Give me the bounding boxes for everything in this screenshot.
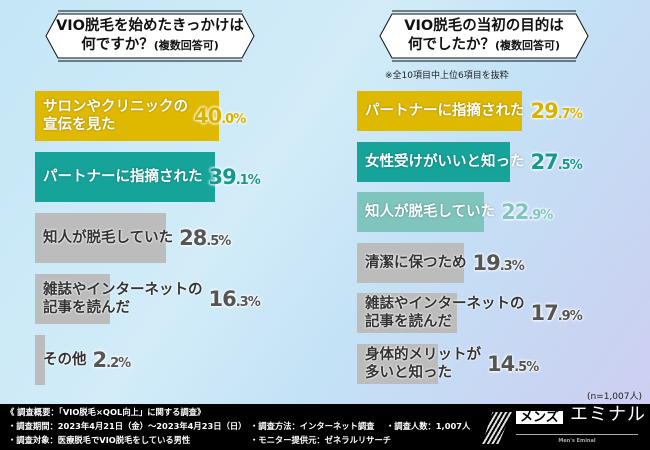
bar	[357, 192, 485, 233]
bar	[357, 91, 523, 131]
bar	[35, 213, 167, 263]
bar	[357, 344, 438, 384]
bar-row: 雑誌やインターネットの 記事を読んだ 17.9%	[357, 293, 647, 334]
value-label: 22.9%	[501, 200, 553, 225]
bar-label: 知人が脱毛していた	[43, 230, 174, 246]
bar	[35, 91, 219, 141]
bar	[35, 335, 46, 385]
bar-row: 女性受けがいいと知った 27.5%	[357, 141, 647, 182]
survey-provider: ・モニター提供元：ゼネラルリサーチ	[250, 435, 392, 445]
value-label: 27.5%	[530, 149, 583, 174]
left-title-line1: VIO脱毛を始めたきっかけは	[56, 18, 244, 34]
survey-heading: 《 調査概要：「VIO脱毛×QOL向上」に関する調査》	[6, 407, 206, 417]
value-label: 14.5%	[487, 352, 539, 376]
survey-target: ・調査対象：医療脱毛でVIO脱毛をしている男性	[8, 435, 191, 445]
right-title-line2: 何でしたか？	[407, 37, 495, 53]
survey-method: ・調査方法：インターネット調査	[250, 421, 375, 431]
bar-label: 清潔に保つため	[365, 254, 467, 271]
bar	[35, 152, 215, 202]
right-title-banner: VIO脱毛の当初の目的は 何でしたか？(複数回答可)	[368, 10, 600, 62]
bar	[357, 141, 510, 182]
value-label: 28.5%	[179, 226, 231, 250]
bar-row: サロンやクリニックの 宣伝を見た 40.0%	[35, 91, 325, 141]
value-label: 17.9%	[530, 301, 583, 326]
bar-label: 雑誌やインターネットの 記事を読んだ	[43, 282, 203, 316]
logo-box-text: メンズ	[516, 411, 563, 424]
mens-eminal-logo: メンズ エミナル Men's Eminal	[482, 406, 645, 446]
right-chart-note: ※全10項目中上位6項目を抜粋	[385, 71, 509, 81]
banner-frame	[379, 10, 589, 62]
right-bar-chart: パートナーに指摘された 29.7% 女性受けがいいと知った 27.5% 知人が脱毛してい…	[357, 91, 647, 385]
value-label: 39.1%	[208, 165, 261, 189]
bar-row: 身体的メリットが 多いと知った 14.5%	[357, 344, 647, 384]
bar-row: その他 2.2%	[35, 335, 325, 385]
sample-size: (n=1,007人)	[586, 392, 642, 402]
bar-row: パートナーに指摘された 29.7%	[357, 91, 647, 131]
logo-sub: Men's Eminal	[558, 438, 596, 444]
left-title-suffix: (複数回答可)	[153, 39, 219, 52]
bar	[357, 293, 457, 334]
bar-row: 知人が脱毛していた 22.9%	[357, 192, 647, 233]
left-bar-chart: サロンやクリニックの 宣伝を見た 40.0% パートナーに指摘された 39.1% 知人が脱…	[35, 91, 325, 385]
survey-period: ・調査期間：2023年4月21日（金）～2023年4月23日（日）	[8, 421, 247, 431]
right-title-line1: VIO脱毛の当初の目的は	[404, 18, 564, 34]
bar-label: 雑誌やインターネットの 記事を読んだ	[365, 296, 525, 331]
right-title-suffix: (複数回答可)	[494, 39, 561, 52]
bar-row: 雑誌やインターネットの 記事を読んだ 16.3%	[35, 274, 325, 324]
value-label: 2.2%	[92, 348, 132, 372]
bar-row: パートナーに指摘された 39.1%	[35, 152, 325, 202]
value-label: 29.7%	[530, 99, 583, 123]
bar	[357, 242, 465, 283]
survey-count: ・調査人数：1,007人	[386, 421, 471, 431]
bar-label: パートナーに指摘された	[43, 169, 203, 185]
value-label: 40.0%	[194, 104, 246, 128]
left-title-line2: 何ですか？	[81, 37, 154, 53]
bar-label: 知人が脱毛していた	[365, 204, 496, 221]
value-label: 16.3%	[208, 287, 261, 311]
bar	[35, 274, 110, 324]
survey-footer: 《 調査概要：「VIO脱毛×QOL向上」に関する調査》 ・調査期間：2023年4…	[0, 404, 650, 450]
left-title-banner: VIO脱毛を始めたきっかけは何ですか？(複数回答可)	[34, 10, 266, 62]
bar-label: サロンやクリニックの 宣伝を見た	[43, 99, 188, 133]
value-label: 19.3%	[472, 250, 525, 275]
banner-frame	[45, 10, 255, 62]
bar-row: 清潔に保つため 19.3%	[357, 242, 647, 283]
logo-mark-icon	[482, 412, 512, 444]
bar-label: その他	[43, 352, 87, 368]
bar-label: 女性受けがいいと知った	[365, 153, 525, 170]
bar-label: 身体的メリットが 多いと知った	[365, 347, 481, 381]
logo-name: エミナル	[570, 404, 646, 425]
bar-label: パートナーに指摘された	[365, 103, 525, 119]
bar-row: 知人が脱毛していた 28.5%	[35, 213, 325, 263]
